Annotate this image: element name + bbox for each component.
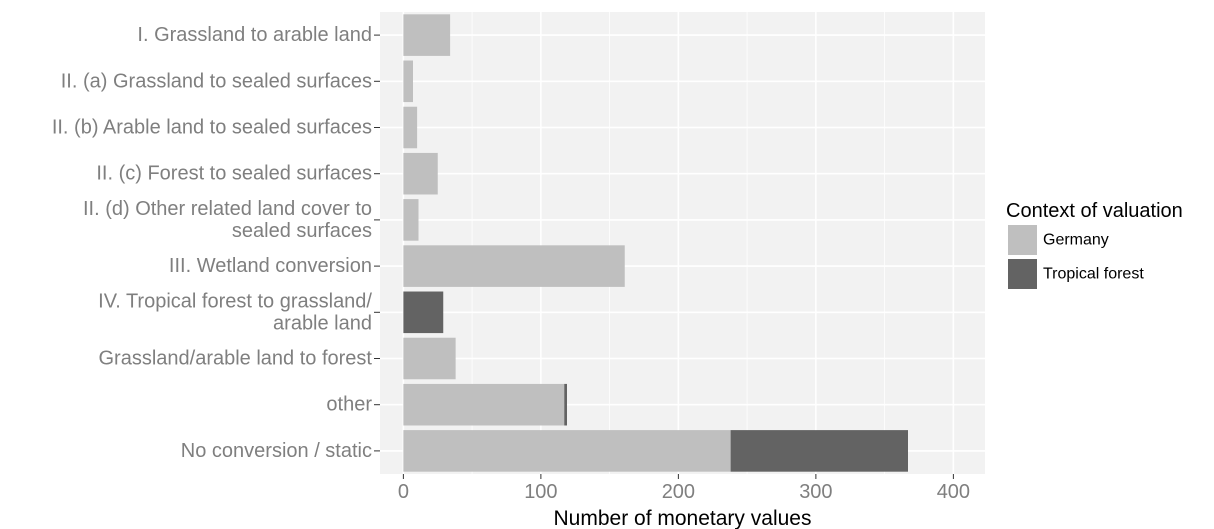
legend-label: Tropical forest [1043,266,1144,283]
bars [403,14,908,472]
bar-tropical-forest [730,430,908,472]
bar-germany [403,430,731,472]
category-label: II. (b) Arable land to sealed surfaces [52,117,372,139]
bar-germany [403,152,438,195]
legend: Context of valuation Germany Tropical for… [1006,200,1183,289]
legend-label: Germany [1043,232,1109,249]
bar-germany [403,245,625,287]
bar-germany [403,199,419,241]
bar-germany [403,337,456,380]
category-label: II. (c) Forest to sealed surfaces [96,163,372,185]
bar-germany [403,383,565,426]
legend-swatch [1008,259,1037,289]
category-label: sealed surfaces [232,220,372,242]
category-label: other [326,394,372,416]
x-ticks: 0 100 200 300 400 [398,474,970,503]
category-label: No conversion / static [181,440,372,462]
category-label: IV. Tropical forest to grassland/ [98,290,372,312]
category-label: II. (a) Grassland to sealed surfaces [61,70,372,92]
legend-swatch [1008,225,1037,255]
category-labels: I. Grassland to arable land II. (a) Grass… [52,24,380,462]
x-tick-label: 100 [524,481,557,503]
category-label: I. Grassland to arable land [137,24,372,46]
bar-germany [403,60,413,103]
x-tick-label: 400 [937,481,970,503]
category-label: II. (d) Other related land cover to [83,198,372,220]
legend-title: Context of valuation [1006,200,1183,222]
category-label: Grassland/arable land to forest [99,348,373,370]
bar-germany [403,106,418,149]
bar-tropical-forest [403,291,444,334]
x-tick-label: 0 [398,481,409,503]
category-label: III. Wetland conversion [169,255,372,277]
legend-items: Germany Tropical forest [1008,225,1144,289]
bar-tropical-forest [564,383,567,426]
category-label: arable land [273,312,372,334]
x-tick-label: 200 [662,481,695,503]
x-axis-title: Number of monetary values [554,507,812,529]
x-tick-label: 300 [799,481,832,503]
bar-germany [403,14,451,56]
